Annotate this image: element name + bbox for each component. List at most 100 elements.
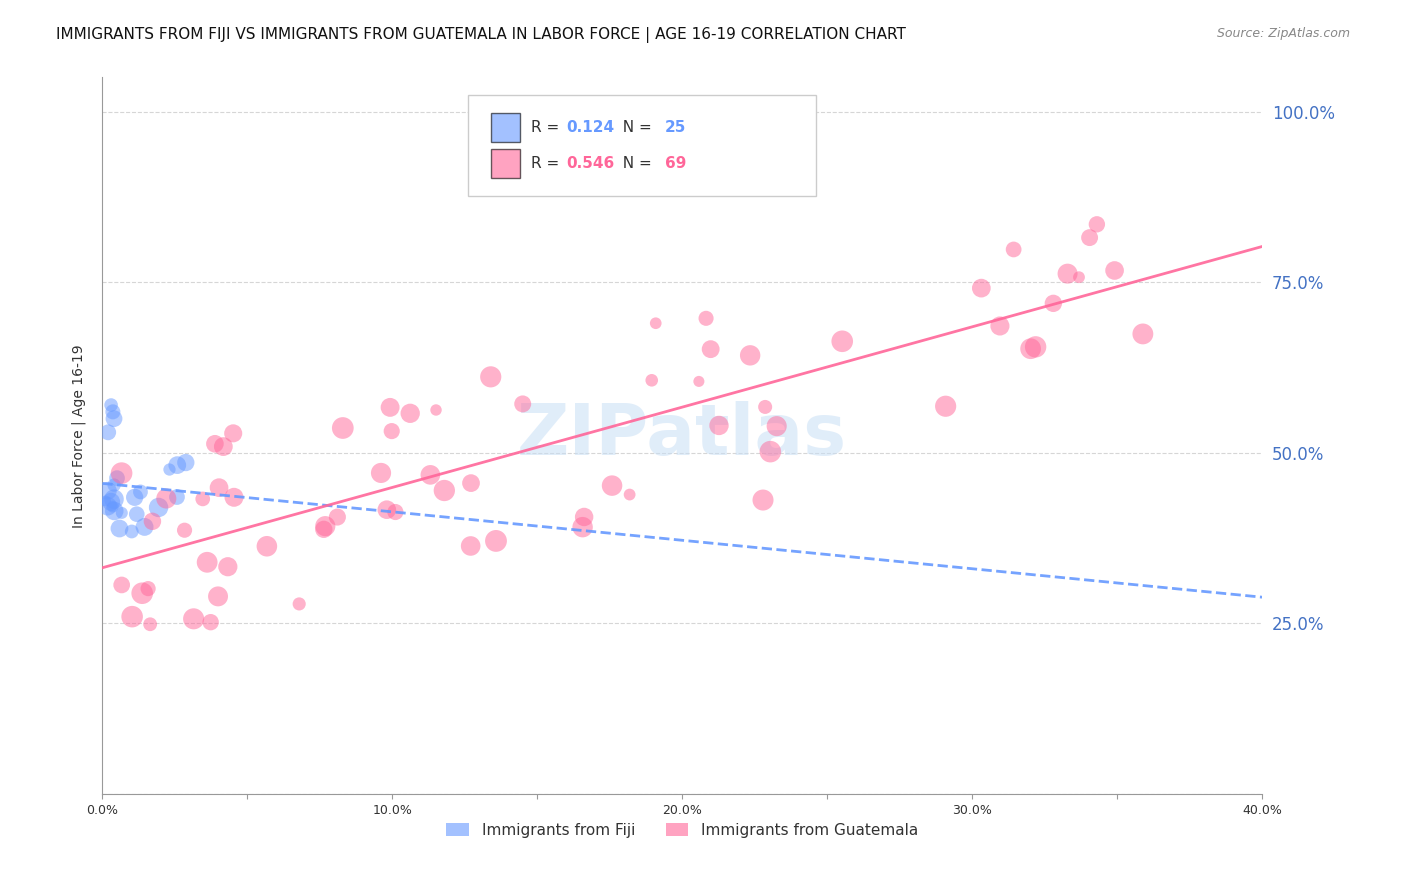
Point: [688, 375, 710, 389]
Point: [571, 520, 593, 534]
FancyBboxPatch shape: [491, 149, 520, 178]
Point: [129, 485, 152, 500]
Point: [191, 491, 214, 506]
Point: [125, 507, 148, 521]
Point: [97, 483, 120, 498]
Text: ZIPatlas: ZIPatlas: [517, 401, 848, 470]
Point: [1042, 296, 1064, 310]
Point: [381, 424, 404, 438]
Point: [1104, 263, 1126, 277]
Y-axis label: In Labor Force | Age 16-19: In Labor Force | Age 16-19: [72, 344, 86, 527]
Point: [1056, 267, 1078, 281]
Point: [370, 466, 392, 480]
Point: [988, 318, 1011, 333]
Point: [134, 520, 156, 534]
Point: [166, 458, 188, 472]
Point: [204, 437, 226, 451]
Point: [97, 499, 120, 513]
Point: [759, 444, 782, 458]
FancyBboxPatch shape: [491, 113, 520, 142]
Point: [288, 597, 311, 611]
Text: N =: N =: [613, 156, 657, 171]
Point: [1019, 342, 1042, 356]
Point: [208, 481, 231, 495]
Point: [935, 399, 957, 413]
Point: [332, 421, 354, 435]
Point: [97, 425, 120, 440]
Point: [485, 533, 508, 548]
Text: 0.124: 0.124: [567, 120, 614, 135]
Text: N =: N =: [613, 120, 657, 135]
Point: [572, 510, 595, 524]
Text: 25: 25: [665, 120, 686, 135]
Point: [222, 426, 245, 441]
Point: [831, 334, 853, 349]
Point: [378, 401, 401, 415]
FancyBboxPatch shape: [468, 95, 815, 195]
Point: [222, 491, 245, 505]
Point: [1132, 326, 1154, 341]
Text: IMMIGRANTS FROM FIJI VS IMMIGRANTS FROM GUATEMALA IN LABOR FORCE | AGE 16-19 COR: IMMIGRANTS FROM FIJI VS IMMIGRANTS FROM …: [56, 27, 905, 43]
Point: [103, 411, 125, 425]
Point: [740, 348, 762, 362]
Text: Source: ZipAtlas.com: Source: ZipAtlas.com: [1216, 27, 1350, 40]
Point: [121, 609, 143, 624]
Point: [1085, 217, 1108, 231]
Point: [256, 539, 278, 553]
Point: [707, 418, 730, 433]
Point: [375, 502, 398, 516]
Point: [600, 478, 623, 492]
Point: [100, 398, 122, 412]
Text: 0.546: 0.546: [567, 156, 614, 171]
Point: [384, 505, 406, 519]
Point: [512, 397, 534, 411]
Point: [200, 615, 222, 630]
Point: [765, 419, 787, 434]
Point: [399, 406, 422, 420]
Text: R =: R =: [531, 156, 565, 171]
Point: [183, 612, 205, 626]
Point: [136, 582, 159, 596]
Point: [121, 524, 143, 539]
Point: [1067, 270, 1090, 285]
Point: [212, 440, 235, 454]
Point: [174, 456, 197, 470]
Point: [207, 590, 229, 604]
Point: [419, 467, 441, 482]
Text: 69: 69: [665, 156, 686, 171]
Point: [460, 539, 482, 553]
Point: [326, 510, 349, 524]
Point: [108, 521, 131, 535]
Point: [699, 342, 721, 356]
Point: [619, 487, 641, 501]
Point: [641, 373, 664, 387]
Point: [460, 476, 482, 491]
Point: [101, 405, 124, 419]
Point: [1078, 230, 1101, 244]
Point: [103, 492, 125, 507]
Point: [148, 500, 170, 515]
Point: [105, 471, 128, 485]
Point: [110, 466, 132, 480]
Point: [754, 400, 776, 414]
Point: [139, 617, 162, 632]
Point: [433, 483, 456, 498]
Point: [111, 506, 134, 520]
Point: [159, 462, 181, 476]
Point: [695, 311, 717, 326]
Point: [103, 478, 125, 492]
Point: [1002, 243, 1025, 257]
Point: [479, 369, 502, 384]
Point: [644, 316, 666, 330]
Point: [312, 522, 335, 536]
Point: [141, 514, 163, 528]
Point: [94, 494, 117, 508]
Point: [195, 555, 218, 569]
Point: [100, 495, 122, 509]
Point: [124, 491, 146, 505]
Point: [173, 523, 195, 537]
Legend: Immigrants from Fiji, Immigrants from Guatemala: Immigrants from Fiji, Immigrants from Gu…: [440, 816, 924, 844]
Point: [752, 493, 775, 508]
Point: [1025, 340, 1047, 354]
Point: [155, 491, 177, 506]
